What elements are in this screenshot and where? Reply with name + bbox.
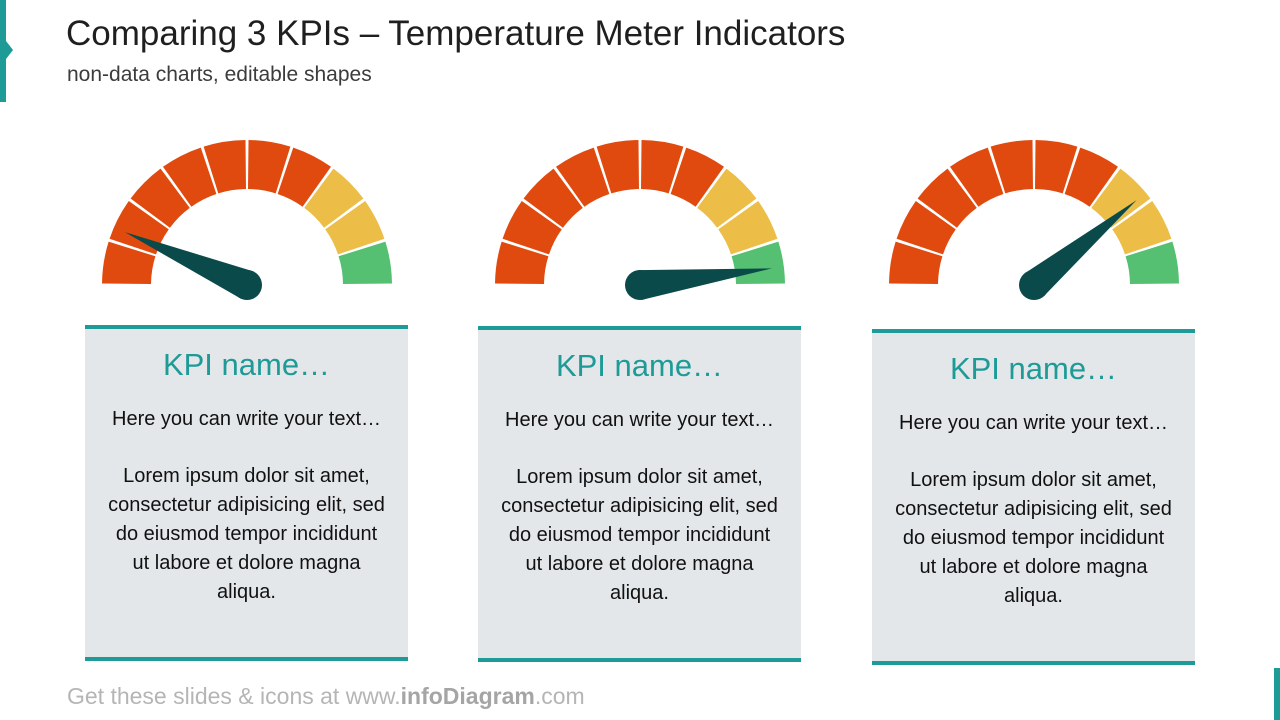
gauge-needle-hub bbox=[1019, 270, 1049, 300]
gauge-1 bbox=[102, 140, 392, 300]
gauge-segment bbox=[718, 201, 778, 255]
gauge-segment bbox=[596, 140, 639, 194]
gauge-segment bbox=[1035, 140, 1078, 194]
gauge-segment bbox=[990, 140, 1033, 194]
card-intro-text: Here you can write your text… bbox=[505, 409, 774, 431]
gauge-segment bbox=[523, 168, 583, 228]
kpi-name: KPI name… bbox=[162, 347, 331, 382]
gauge-segment bbox=[697, 168, 757, 228]
gauge-needle bbox=[1024, 200, 1137, 297]
gauge-segment bbox=[163, 147, 217, 207]
page-subtitle: non-data charts, editable shapes bbox=[67, 63, 372, 86]
kpi-name: KPI name… bbox=[949, 351, 1118, 386]
gauge-3 bbox=[889, 140, 1179, 300]
kpi-card-3: KPI name… Here you can write your text… … bbox=[872, 329, 1195, 665]
gauge-segment bbox=[304, 168, 364, 228]
gauge-segment bbox=[917, 168, 977, 228]
gauge-segment bbox=[248, 140, 291, 194]
gauge-segment bbox=[130, 168, 190, 228]
gauge-segment bbox=[889, 241, 943, 284]
gauge-needle-hub bbox=[625, 270, 655, 300]
gauge-needle bbox=[638, 268, 772, 300]
gauge-segment bbox=[338, 241, 392, 284]
card-lorem-text: Lorem ipsum dolor sit amet, consectetur … bbox=[108, 465, 385, 603]
gauge-segment bbox=[670, 147, 724, 207]
card-lorem-text: Lorem ipsum dolor sit amet, consectetur … bbox=[895, 469, 1172, 607]
left-accent-bar bbox=[0, 0, 6, 102]
kpi-card-1: KPI name… Here you can write your text… … bbox=[85, 325, 408, 661]
card-intro-text: Here you can write your text… bbox=[899, 412, 1168, 434]
right-accent-bar bbox=[1274, 668, 1280, 720]
kpi-name: KPI name… bbox=[555, 348, 724, 383]
footer-prefix: Get these slides & icons at www. bbox=[67, 683, 401, 709]
footer-credit: Get these slides & icons at www.infoDiag… bbox=[67, 683, 585, 710]
gauge-segment bbox=[556, 147, 610, 207]
gauge-segment bbox=[495, 241, 549, 284]
kpi-card-2: KPI name… Here you can write your text… … bbox=[478, 326, 801, 662]
gauge-segment bbox=[1091, 168, 1151, 228]
left-accent-notch bbox=[6, 41, 13, 59]
page-title: Comparing 3 KPIs – Temperature Meter Ind… bbox=[66, 14, 846, 53]
card-intro-text: Here you can write your text… bbox=[112, 408, 381, 430]
gauge-segment bbox=[1112, 201, 1172, 255]
gauge-segment bbox=[203, 140, 246, 194]
gauge-segment bbox=[502, 201, 562, 255]
gauge-segment bbox=[950, 147, 1004, 207]
gauge-2 bbox=[495, 140, 785, 300]
card-lorem-text: Lorem ipsum dolor sit amet, consectetur … bbox=[501, 466, 778, 604]
gauge-segment bbox=[277, 147, 331, 207]
gauge-segment bbox=[1064, 147, 1118, 207]
gauge-segment bbox=[641, 140, 684, 194]
gauge-segment bbox=[1125, 241, 1179, 284]
gauge-segment bbox=[896, 201, 956, 255]
footer-suffix: .com bbox=[534, 683, 585, 709]
gauge-segment bbox=[102, 241, 156, 284]
footer-brand: infoDiagram bbox=[400, 683, 535, 709]
gauge-needle bbox=[124, 232, 253, 299]
gauge-needle-hub bbox=[232, 270, 262, 300]
gauge-segment bbox=[325, 201, 385, 255]
